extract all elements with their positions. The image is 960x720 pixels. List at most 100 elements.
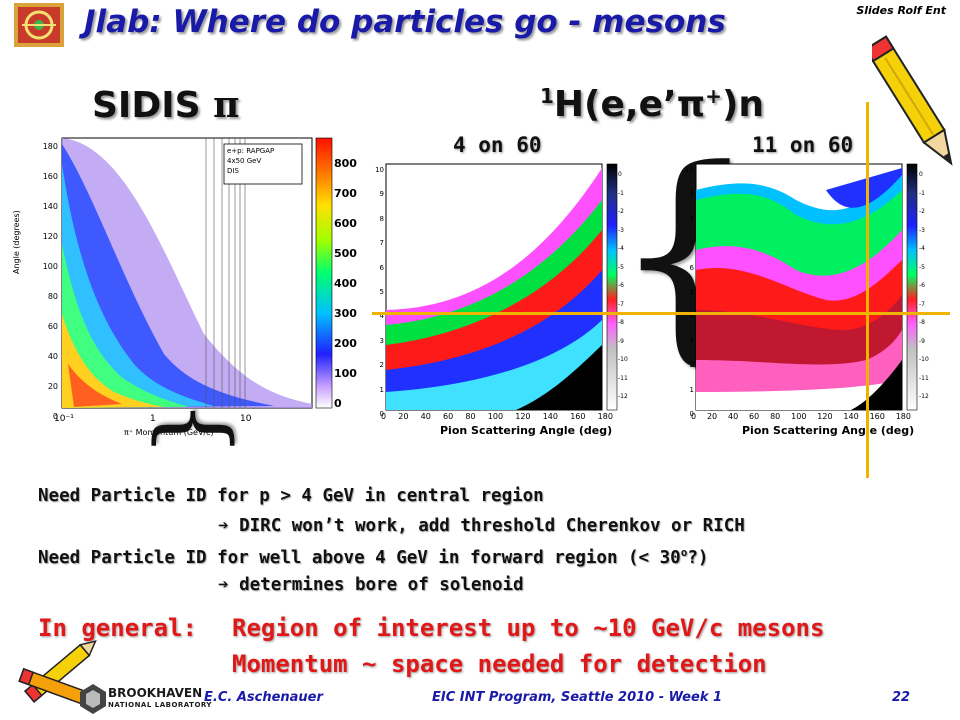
mid-cbar-7: -7 — [618, 300, 624, 308]
mid-xtick-60: 60 — [443, 412, 454, 421]
ytick-60: 60 — [47, 322, 58, 331]
right-xtick-140: 140 — [843, 412, 859, 421]
y-axis-label: Angle (degrees) — [12, 210, 21, 274]
cbar-600: 600 — [334, 217, 357, 230]
cbar-700: 700 — [334, 187, 357, 200]
legend-entry-1: e+p: RAPGAP — [227, 147, 275, 155]
ytick-100: 100 — [42, 262, 58, 271]
right-ytick-10: 10 — [685, 166, 694, 174]
right-xtick-0: 0 — [691, 412, 697, 421]
ytick-180: 180 — [42, 142, 58, 151]
right-cbar-7: -7 — [919, 300, 925, 308]
right-cbar-9: -9 — [919, 337, 925, 345]
mid-cbar-5: -5 — [618, 263, 624, 271]
right-cbar-4: -4 — [919, 245, 925, 252]
mid-cbar-3: -3 — [618, 226, 624, 234]
reaction-label: 1H(e,e’π+)n — [540, 84, 765, 125]
right-cbar-0: 0 — [919, 171, 923, 178]
right-ytick-6: 6 — [689, 263, 694, 272]
mid-ytick-10: 10 — [375, 166, 384, 174]
right-ytick-5: 5 — [689, 288, 694, 297]
x-axis-label: π⁺ Momentum (GeV/c) — [124, 428, 214, 437]
mid-ytick-3: 3 — [379, 336, 384, 345]
right-cbar-1: -1 — [919, 189, 925, 197]
cbar-800: 800 — [334, 157, 357, 170]
right-ytick-8: 8 — [689, 214, 694, 223]
panel1-label: 4 on 60 — [453, 133, 542, 157]
arrow-right-icon: ➔ — [218, 516, 229, 536]
mid-cbar-11: -11 — [618, 374, 628, 382]
mid-xtick-100: 100 — [487, 412, 504, 421]
mid-x-axis-label: Pion Scattering Angle (deg) — [440, 424, 613, 437]
pion-angle-plot-11on60: 10 9 8 7 6 5 4 3 2 1 0 0 20 40 60 80 100… — [676, 160, 940, 450]
text-line-4: ➔ determines bore of solenoid — [218, 575, 524, 595]
ytick-20: 20 — [47, 382, 58, 391]
mid-xtick-40: 40 — [420, 412, 431, 421]
page-title: Jlab: Where do particles go - mesons — [84, 4, 726, 40]
xtick-0.1: 10⁻¹ — [54, 414, 74, 424]
ytick-140: 140 — [42, 202, 58, 211]
right-cbar-5: -5 — [919, 263, 925, 271]
pion-angle-plot-4on60: 10 9 8 7 6 5 4 3 2 1 0 0 20 40 60 80 100… — [366, 160, 630, 450]
general-line-1: Region of interest up to ~10 GeV/c meson… — [232, 614, 825, 642]
lab-name: BROOKHAVEN — [108, 686, 203, 700]
mid-cbar-10: -10 — [618, 356, 628, 363]
mid-xtick-160: 160 — [570, 412, 586, 421]
mid-cbar-6: -6 — [618, 282, 624, 289]
right-cbar-11: -11 — [919, 374, 929, 382]
sidis-label: SIDIS π — [92, 84, 240, 126]
cbar-300: 300 — [334, 307, 357, 320]
right-xtick-20: 20 — [706, 412, 718, 421]
mid-cbar-2: -2 — [618, 208, 624, 215]
right-xtick-160: 160 — [869, 412, 885, 421]
legend-entry-2: 4x50 GeV — [227, 157, 262, 165]
ytick-0: 0 — [52, 412, 58, 421]
guide-line-vertical — [866, 102, 869, 478]
mid-cbar-9: -9 — [618, 337, 624, 345]
mid-ytick-4: 4 — [379, 312, 384, 321]
general-line-2: Momentum ~ space needed for detection — [232, 650, 767, 678]
text-line-1: Need Particle ID for p > 4 GeV in centra… — [38, 486, 544, 506]
right-cbar-6: -6 — [919, 282, 925, 289]
ytick-120: 120 — [42, 232, 58, 241]
ytick-160: 160 — [42, 172, 58, 181]
slide-credit: Slides Rolf Ent — [856, 4, 946, 17]
general-label: In general: — [38, 614, 197, 642]
mid-cbar-1: -1 — [618, 189, 624, 197]
mid-cbar-12: -12 — [618, 393, 628, 400]
text-line-3: Need Particle ID for well above 4 GeV in… — [38, 546, 709, 568]
right-xtick-80: 80 — [770, 412, 781, 421]
cbar-500: 500 — [334, 247, 357, 260]
lab-subtitle: NATIONAL LABORATORY — [108, 701, 212, 709]
right-xtick-180: 180 — [895, 412, 911, 421]
right-ytick-2: 2 — [689, 361, 694, 370]
right-cbar-2: -2 — [919, 208, 925, 215]
sidis-plot: e+p: RAPGAP 4x50 GeV DIS 180 160 140 120… — [12, 134, 364, 444]
right-ytick-0: 0 — [689, 410, 694, 419]
mid-xtick-80: 80 — [465, 412, 476, 421]
right-ytick-7: 7 — [689, 239, 694, 248]
mid-xtick-20: 20 — [398, 412, 409, 421]
mid-ytick-2: 2 — [379, 361, 384, 370]
mid-ytick-0: 0 — [379, 410, 384, 419]
cbar-400: 400 — [334, 277, 357, 290]
jlab-logo — [14, 3, 64, 47]
right-cbar-8: -8 — [919, 319, 925, 326]
xtick-10: 10 — [240, 414, 252, 424]
mid-xtick-120: 120 — [515, 412, 531, 421]
xtick-1: 1 — [150, 414, 156, 424]
cbar-0: 0 — [334, 397, 342, 410]
footer-author: E.C. Aschenauer — [204, 690, 323, 705]
right-ytick-4: 4 — [689, 312, 694, 321]
footer-event: EIC INT Program, Seattle 2010 - Week 1 — [432, 690, 723, 705]
page-number: 22 — [892, 690, 911, 705]
right-xtick-60: 60 — [749, 412, 760, 421]
mid-ytick-8: 8 — [379, 214, 384, 223]
mid-cbar-8: -8 — [618, 319, 624, 326]
right-xtick-120: 120 — [817, 412, 833, 421]
text-line-2: ➔ DIRC won’t work, add threshold Cherenk… — [218, 516, 745, 536]
mid-xtick-180: 180 — [597, 412, 613, 421]
right-xtick-40: 40 — [728, 412, 739, 421]
mid-cbar-0: 0 — [618, 171, 622, 178]
right-ytick-3: 3 — [689, 336, 694, 345]
